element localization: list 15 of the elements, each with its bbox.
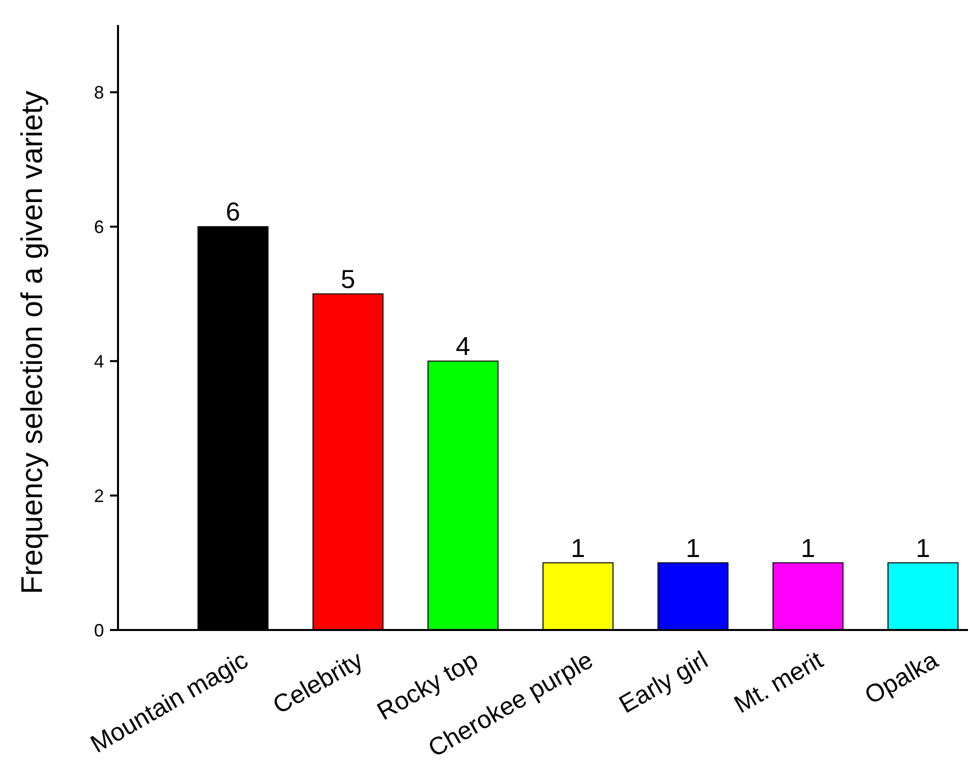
data-label: 4	[456, 331, 470, 362]
x-tick-label: Early girl	[614, 646, 713, 719]
data-label: 5	[340, 264, 356, 294]
data-label: 6	[226, 196, 240, 227]
y-tick-label: 2	[94, 486, 104, 506]
data-label: 1	[686, 532, 700, 563]
data-label: 1	[570, 532, 586, 563]
y-tick-label: 6	[94, 216, 104, 237]
y-tick-label: 4	[94, 351, 104, 372]
y-tick-label: 8	[94, 82, 104, 103]
data-label: 1	[800, 532, 816, 563]
y-tick-label: 0	[94, 620, 104, 640]
data-label: 1	[916, 532, 930, 563]
y-axis-title: Frequency selection of a given variety	[16, 90, 49, 594]
x-tick-label: Mt. merit	[730, 646, 828, 719]
